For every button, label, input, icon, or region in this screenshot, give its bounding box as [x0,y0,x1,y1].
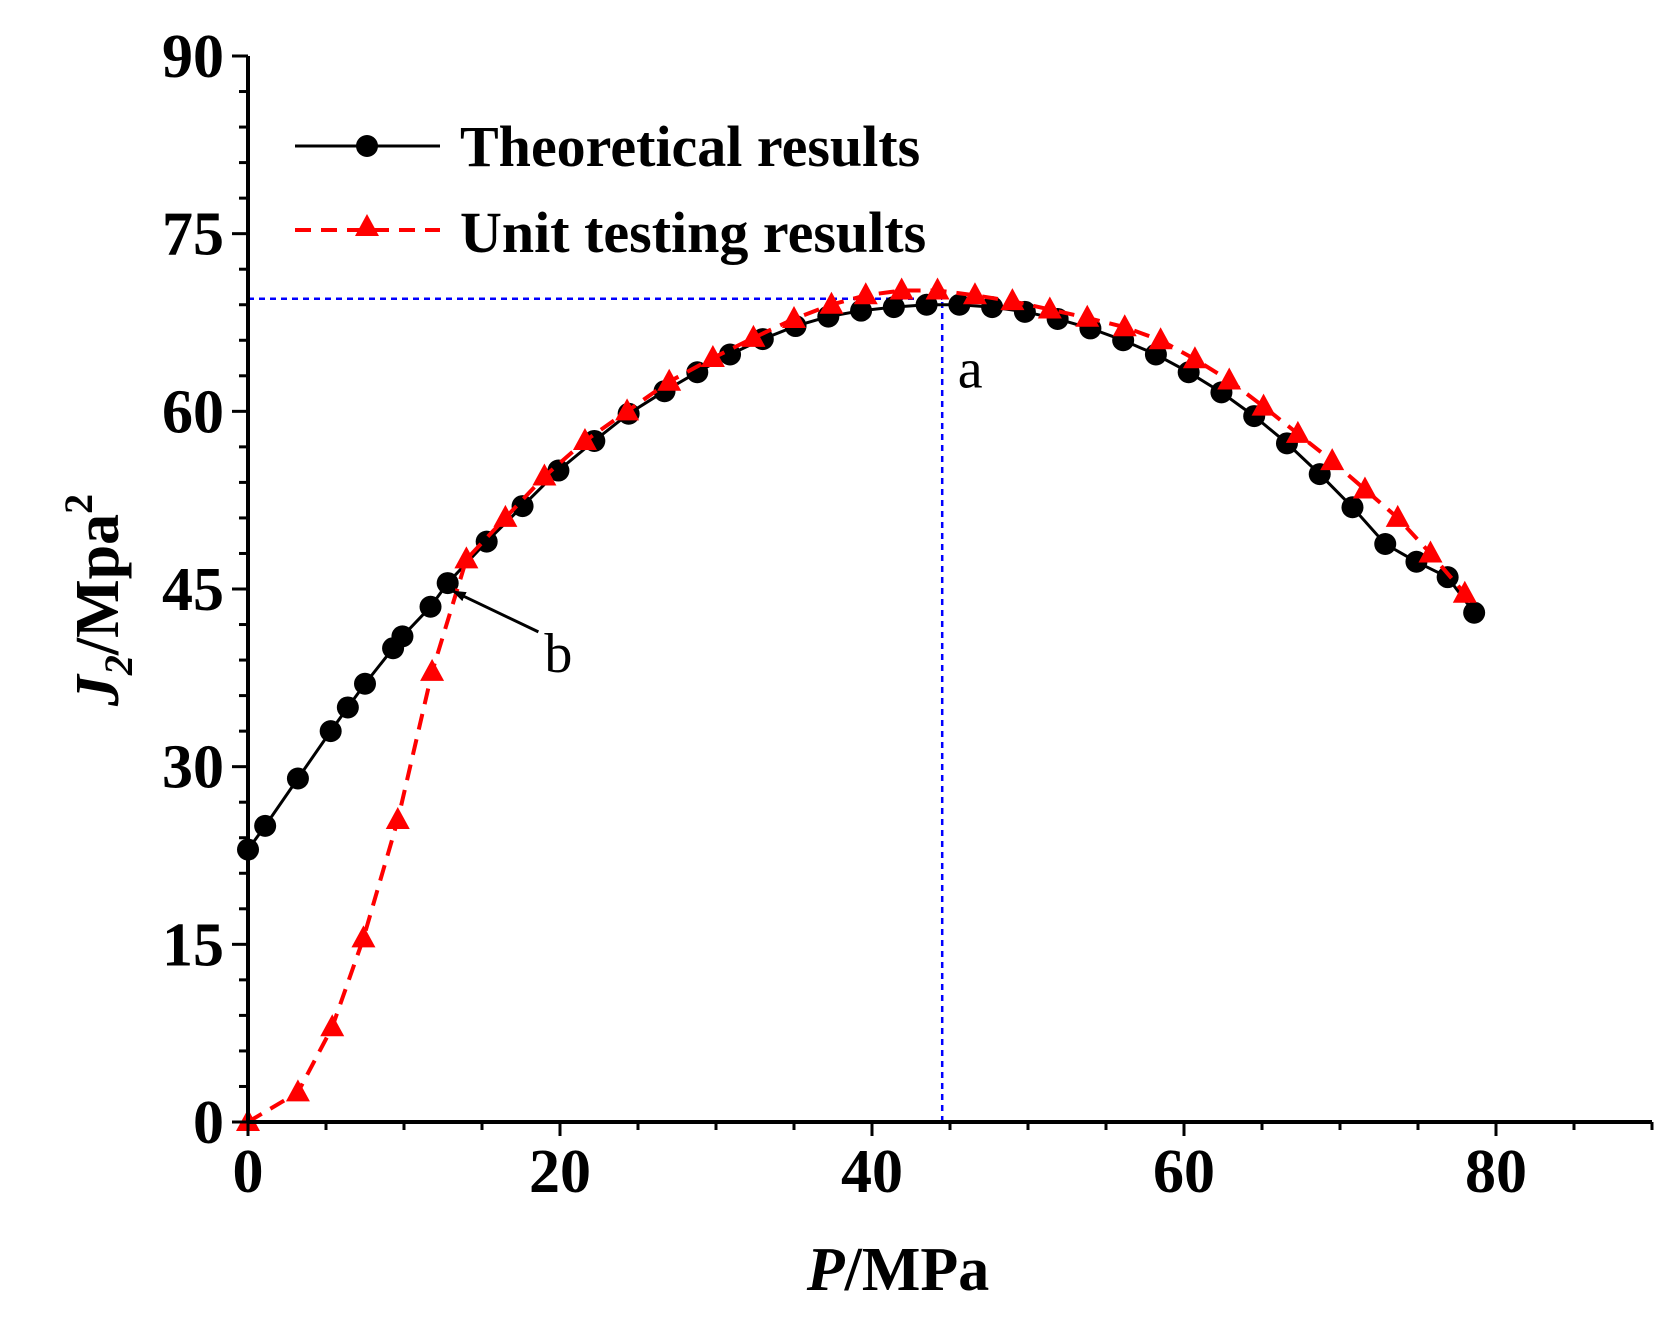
data-point-theoretical [319,720,342,743]
data-point-theoretical [1374,532,1397,555]
data-point-unit-testing [1452,580,1477,603]
x-tick-label: 80 [1465,1138,1527,1206]
y-tick-label: 15 [162,911,224,979]
series-unit-testing [236,277,1477,1131]
annotation-b: b [544,623,572,685]
data-point-unit-testing [1182,346,1207,369]
data-point-theoretical [419,595,442,618]
y-tick-label: 75 [162,201,224,269]
x-axis-title-unit: /MPa [844,1236,990,1304]
data-point-unit-testing [572,427,597,450]
data-point-theoretical [436,572,459,595]
data-point-unit-testing [385,806,410,829]
data-point-unit-testing [1037,296,1062,319]
data-point-unit-testing [1251,393,1276,416]
x-axis-title-italic: P [806,1236,846,1304]
x-tick-label: 60 [1153,1138,1215,1206]
data-point-unit-testing [1285,420,1310,443]
data-point-unit-testing [1385,504,1410,527]
data-point-unit-testing [700,345,725,368]
data-point-unit-testing [819,291,844,314]
data-point-theoretical [981,296,1004,319]
x-tick-label: 20 [529,1138,591,1206]
legend-marker-unit-testing [355,214,379,236]
data-point-unit-testing [1418,540,1443,563]
data-point-theoretical [1436,566,1459,589]
data-point-theoretical [511,495,534,518]
data-point-unit-testing [351,925,376,948]
data-point-unit-testing [454,546,479,569]
data-point-theoretical [882,296,905,319]
data-point-theoretical [547,459,570,482]
annotation-a: a [958,339,983,401]
data-point-theoretical [948,293,971,316]
data-point-unit-testing [782,305,806,328]
series-line-unit-testing [246,288,1467,1124]
data-point-unit-testing [1000,288,1025,311]
legend-label-theoretical: Theoretical results [460,114,920,179]
data-point-theoretical [286,767,309,790]
series-layer [236,277,1486,1131]
y-tick-label: 30 [162,734,224,802]
y-tick-label: 60 [162,378,224,446]
data-point-theoretical [475,530,498,553]
data-point-unit-testing [925,277,950,300]
data-point-unit-testing [962,282,987,305]
y-tick-label: 90 [162,23,224,91]
data-point-unit-testing [493,504,518,527]
data-point-unit-testing [853,282,878,305]
data-point-theoretical [1341,496,1364,519]
x-axis-title: P/MPa [806,1236,990,1304]
data-point-unit-testing [1148,327,1173,350]
data-point-theoretical [336,696,359,719]
data-point-unit-testing [420,658,445,681]
data-point-unit-testing [320,1014,345,1037]
x-tick-label: 0 [233,1138,264,1206]
series-theoretical [237,293,1486,861]
data-point-unit-testing [1217,367,1242,390]
data-point-unit-testing [615,398,640,421]
axes [246,56,1652,1124]
data-point-theoretical [354,672,376,695]
data-point-unit-testing [1075,304,1100,327]
legend-marker-theoretical [356,135,378,157]
reference-lines [248,297,944,1122]
data-point-unit-testing [285,1079,310,1102]
data-point-theoretical [1463,601,1486,624]
y-tick-label: 0 [193,1089,224,1157]
data-point-unit-testing [1112,314,1137,337]
ticks: 0 20 40 60 80 0 15 30 45 60 75 90 [162,23,1654,1206]
data-point-theoretical [850,299,873,322]
x-tick-label: 40 [841,1138,903,1206]
data-point-unit-testing [657,368,682,391]
data-point-unit-testing [532,463,557,486]
y-axis-title-superscript: 2 [56,494,101,514]
data-point-unit-testing [889,277,914,300]
y-axis-title-unit: /Mpa [64,514,132,656]
y-axis-title-subscript: 2 [96,655,141,676]
legend: Theoretical results Unit testing results [295,114,926,265]
y-tick-label: 45 [162,556,224,624]
data-point-unit-testing [741,324,766,347]
data-point-unit-testing [1320,448,1345,471]
data-point-theoretical [391,625,414,648]
annotations: ab [451,339,983,685]
legend-label-unit-testing: Unit testing results [460,200,926,265]
y-axis-title: J2/Mpa2 [56,494,141,707]
y-axis-title-italic: J [64,673,132,707]
series-line-theoretical [246,303,1476,851]
data-point-theoretical [254,814,277,837]
data-point-unit-testing [1352,476,1377,499]
annotation-arrow-b [451,590,540,634]
